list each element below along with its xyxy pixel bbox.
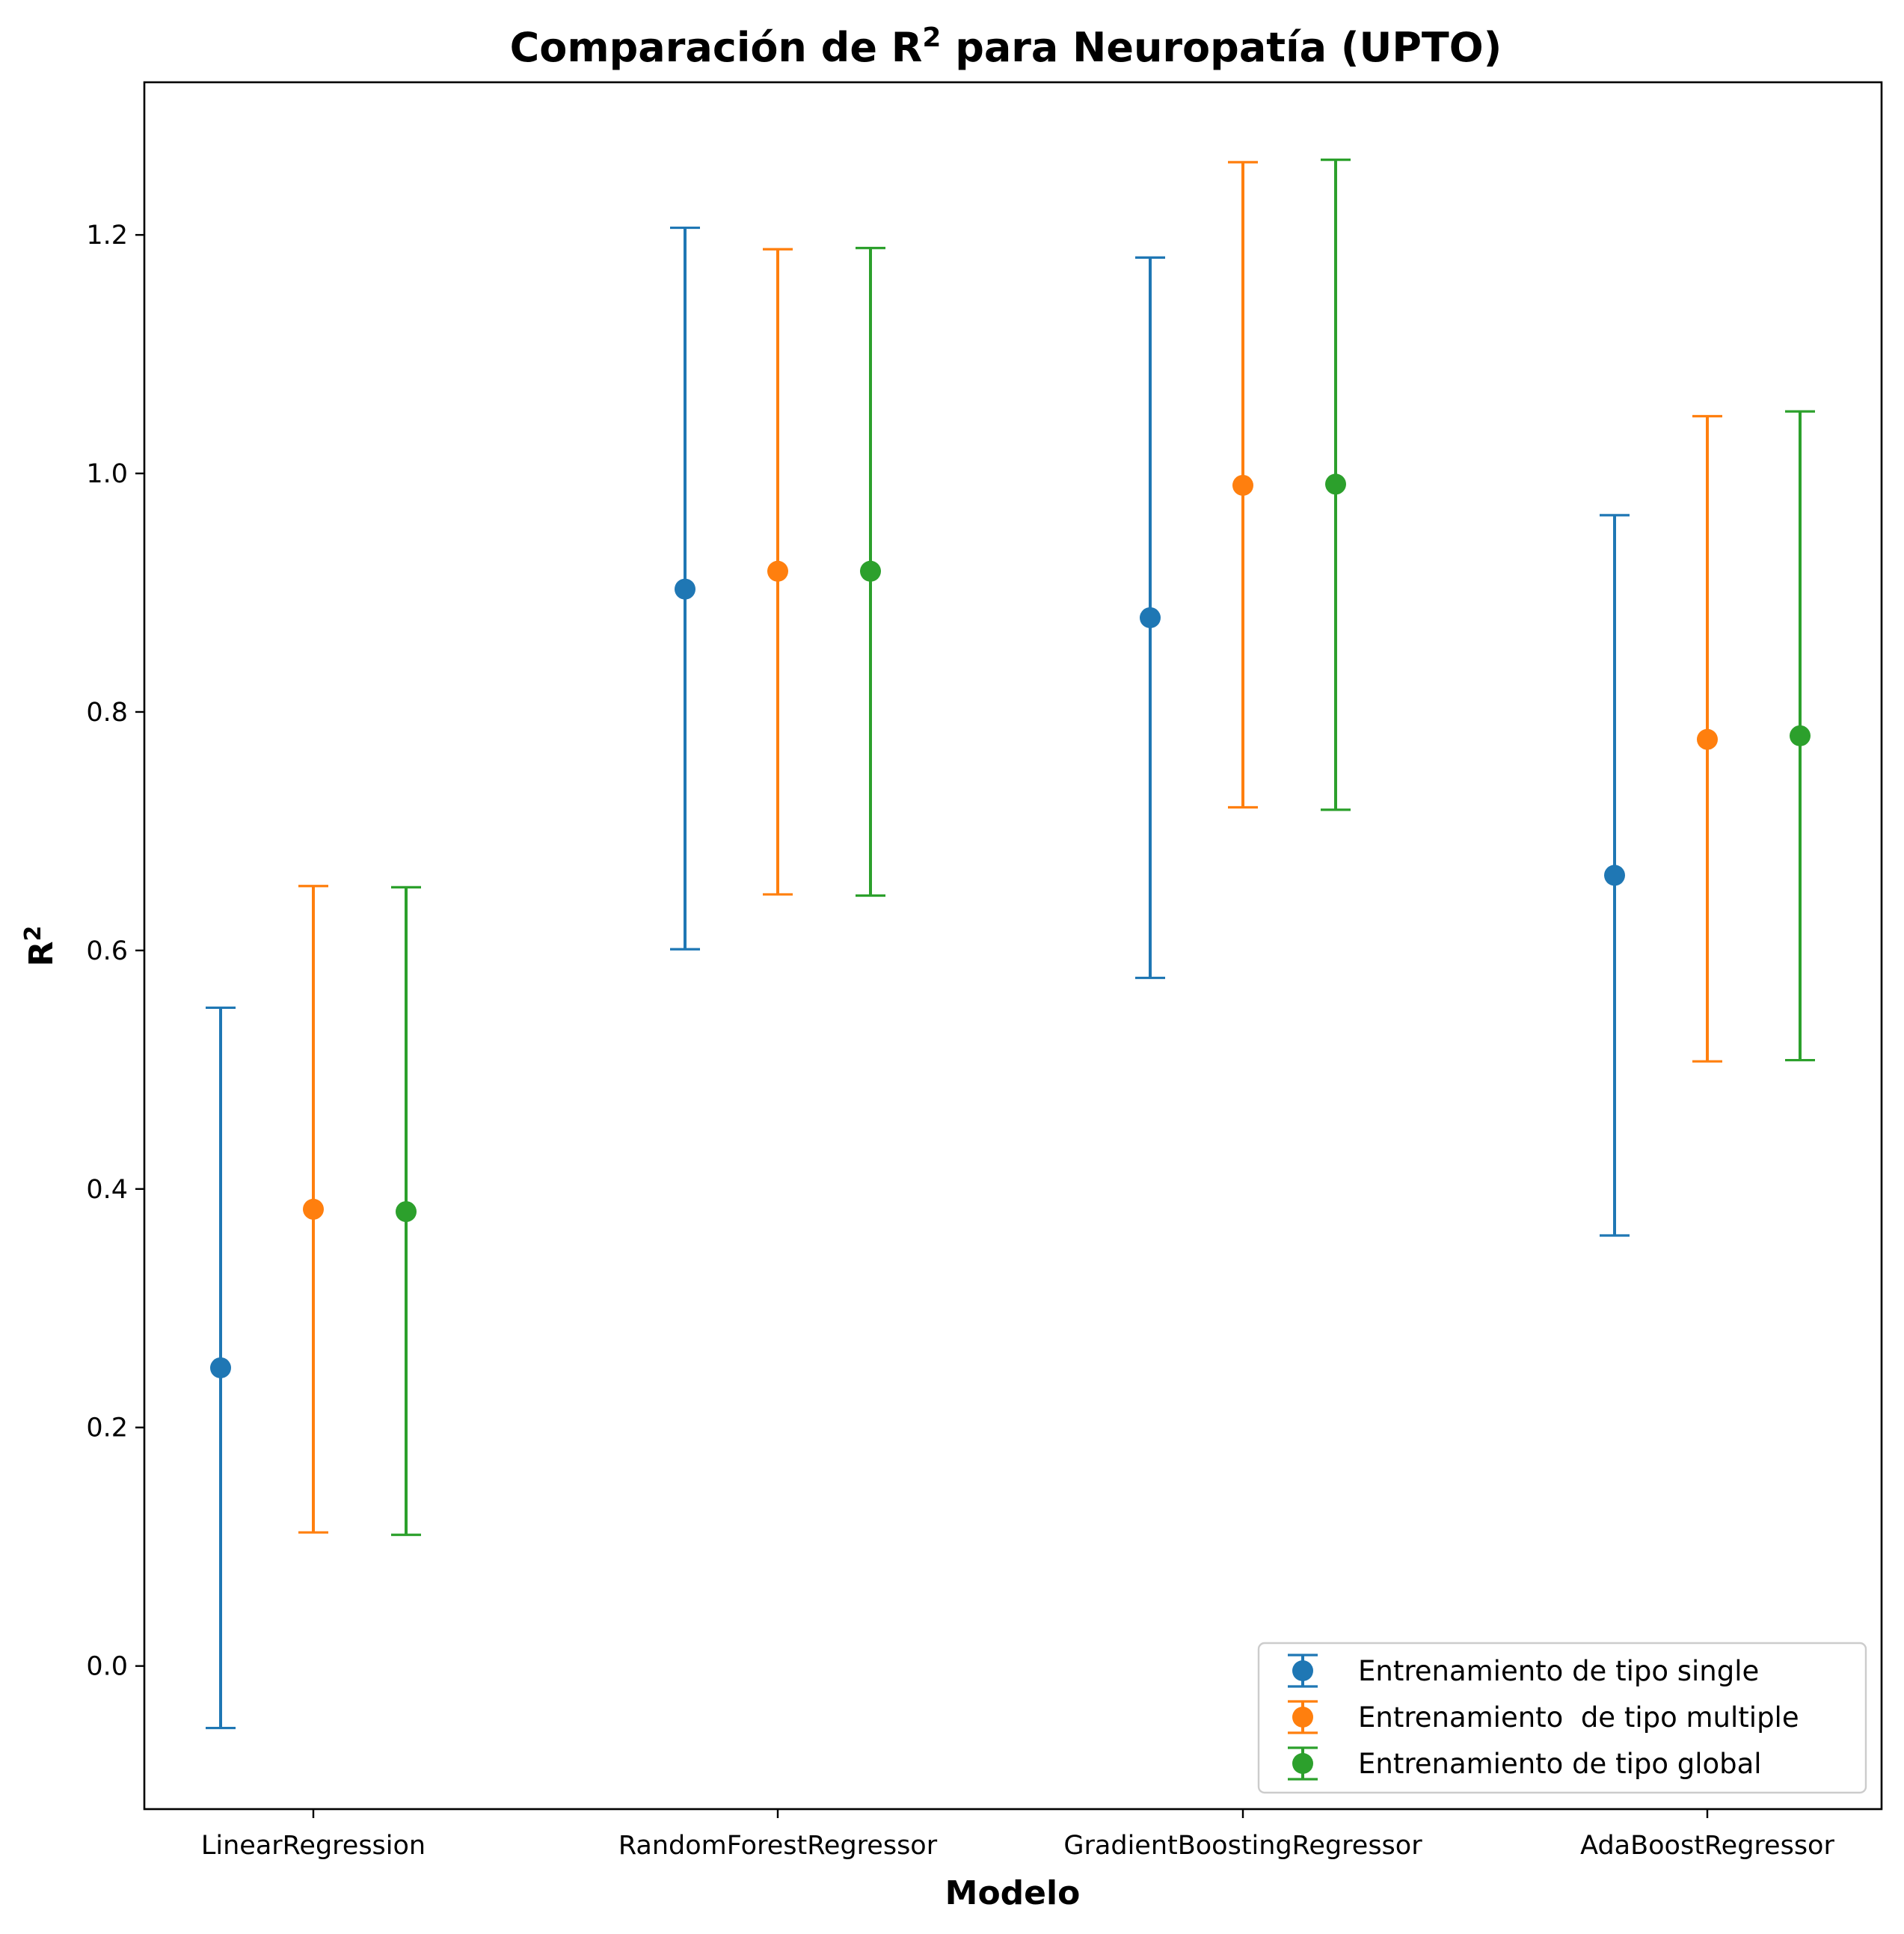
plot-frame (143, 81, 1883, 1811)
plot-area: 0.0 0.2 0.4 0.6 0.8 1.0 1.2 LinearRegression Ran… (86, 81, 1883, 1861)
x-axis-label: Modelo (945, 1874, 1081, 1912)
legend-marker (1292, 1660, 1313, 1681)
legend: Entrenamiento de tipo single Entrenamient… (1257, 1642, 1867, 1794)
data-point (303, 1198, 324, 1220)
legend-frame (1257, 1642, 1867, 1794)
x-tick-label: GradientBoostingRegressor (1063, 1831, 1422, 1861)
y-tick-label: 1.2 (86, 221, 128, 251)
y-axis-label: R2 (20, 926, 61, 967)
legend-label: Entrenamiento de tipo global (1358, 1748, 1762, 1780)
data-point (675, 578, 695, 600)
data-point (1325, 473, 1346, 495)
chart-title: Comparación de R2 para Neuropatía (UPTO) (510, 22, 1502, 71)
x-tick-label: AdaBoostRegressor (1580, 1831, 1834, 1861)
y-tick-label: 0.4 (86, 1175, 128, 1205)
y-tick-label: 0.2 (86, 1413, 128, 1443)
data-point (767, 560, 788, 582)
data-point (1697, 728, 1718, 750)
x-tick-label: LinearRegression (201, 1831, 426, 1861)
data-point (860, 560, 881, 582)
data-point (1604, 865, 1625, 886)
y-tick-label: 0.0 (86, 1652, 128, 1682)
y-tick-label: 1.0 (86, 459, 128, 489)
legend-label: Entrenamiento de tipo multiple (1358, 1701, 1799, 1734)
legend-marker (1292, 1753, 1313, 1774)
y-tick-label: 0.8 (86, 698, 128, 728)
data-point (1790, 725, 1811, 746)
y-tick-label: 0.6 (86, 936, 128, 966)
data-point (210, 1357, 231, 1378)
legend-label: Entrenamiento de tipo single (1358, 1655, 1759, 1687)
x-tick-label: RandomForestRegressor (618, 1831, 938, 1861)
data-point (1232, 474, 1253, 496)
data-point (396, 1201, 417, 1223)
legend-marker (1292, 1707, 1313, 1728)
data-point (1140, 607, 1161, 628)
